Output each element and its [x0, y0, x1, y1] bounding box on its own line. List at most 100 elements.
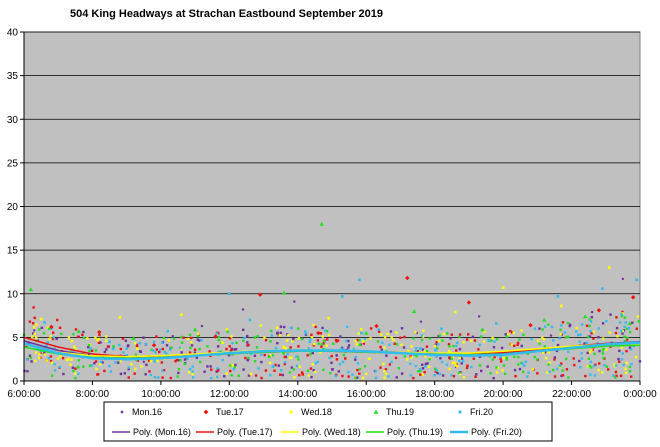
dense-point	[360, 331, 364, 335]
dense-point	[324, 329, 327, 332]
dense-point	[565, 368, 569, 371]
dense-point	[421, 373, 425, 376]
dense-point	[516, 343, 519, 347]
dense-point	[630, 375, 633, 378]
dense-point	[329, 371, 332, 375]
dense-point	[277, 364, 281, 367]
dense-point	[400, 327, 404, 330]
dense-point	[503, 372, 507, 375]
dense-point	[74, 376, 77, 380]
dense-point	[60, 332, 63, 336]
dense-point	[414, 364, 417, 368]
dense-point	[436, 372, 439, 375]
dense-point	[419, 369, 422, 372]
dense-point	[342, 353, 346, 357]
data-point	[590, 310, 594, 314]
y-tick-label: 15	[7, 246, 19, 257]
dense-point	[347, 339, 350, 343]
dense-point	[354, 339, 357, 343]
data-point	[43, 321, 46, 324]
dense-point	[597, 368, 600, 372]
dense-point	[572, 357, 575, 360]
dense-point	[234, 363, 237, 367]
dense-point	[593, 352, 596, 356]
dense-point	[291, 340, 294, 343]
dense-point	[316, 360, 320, 364]
dense-point	[76, 335, 80, 339]
dense-point	[358, 343, 361, 347]
data-point	[192, 327, 198, 332]
dense-point	[81, 333, 84, 337]
dense-point	[161, 376, 164, 379]
data-point	[480, 327, 485, 332]
dense-point	[580, 323, 584, 326]
x-tick-label: 8:00:00	[76, 389, 110, 400]
dense-point	[414, 331, 417, 334]
dense-point	[191, 372, 194, 376]
dense-point	[134, 367, 137, 370]
data-point	[556, 295, 560, 298]
dense-point	[357, 332, 360, 335]
dense-point	[196, 334, 200, 338]
dense-point	[105, 339, 108, 342]
legend-label: Mon.16	[132, 407, 162, 417]
dense-point	[136, 347, 139, 350]
dense-point	[317, 342, 320, 345]
dense-point	[99, 341, 102, 344]
legend-marker	[289, 410, 293, 414]
dense-point	[283, 355, 287, 359]
dense-point	[612, 374, 615, 377]
dense-point	[312, 344, 316, 347]
dense-point	[306, 354, 309, 357]
dense-point	[383, 336, 387, 339]
dense-point	[560, 362, 563, 365]
dense-point	[51, 337, 55, 341]
dense-point	[319, 332, 323, 335]
dense-point	[295, 355, 298, 358]
dense-point	[621, 310, 624, 314]
dense-point	[178, 346, 182, 350]
dense-point	[59, 355, 62, 358]
data-point	[241, 308, 245, 311]
dense-point	[316, 339, 320, 342]
dense-point	[409, 374, 412, 377]
data-point	[596, 308, 602, 313]
dense-point	[298, 365, 301, 368]
dense-point	[295, 364, 299, 368]
dense-point	[45, 344, 48, 347]
dense-point	[228, 337, 232, 340]
dense-point	[180, 335, 183, 339]
dense-point	[356, 376, 359, 379]
data-point	[583, 314, 588, 319]
dense-point	[421, 348, 425, 351]
dense-point	[425, 349, 429, 353]
data-point	[248, 318, 252, 322]
dense-point	[169, 376, 173, 380]
dense-point	[442, 332, 446, 336]
dense-point	[108, 364, 111, 368]
dense-point	[229, 369, 232, 373]
dense-point	[188, 367, 192, 371]
dense-point	[296, 327, 300, 330]
dense-point	[309, 338, 312, 341]
dense-point	[125, 347, 128, 350]
dense-point	[111, 347, 115, 351]
dense-point	[311, 351, 314, 355]
dense-point	[276, 331, 279, 335]
dense-point	[177, 367, 181, 371]
dense-point	[620, 314, 624, 318]
dense-point	[593, 364, 596, 368]
dense-point	[614, 370, 618, 374]
dense-point	[290, 366, 294, 369]
legend-label: Poly. (Wed.18)	[302, 427, 361, 437]
data-point	[108, 340, 111, 344]
dense-point	[338, 363, 342, 366]
dense-point	[56, 357, 60, 360]
data-point	[541, 317, 547, 322]
dense-point	[553, 375, 557, 378]
dense-point	[180, 341, 184, 344]
dense-point	[94, 360, 98, 363]
dense-point	[170, 346, 173, 349]
dense-point	[264, 338, 268, 342]
data-point	[166, 329, 170, 333]
